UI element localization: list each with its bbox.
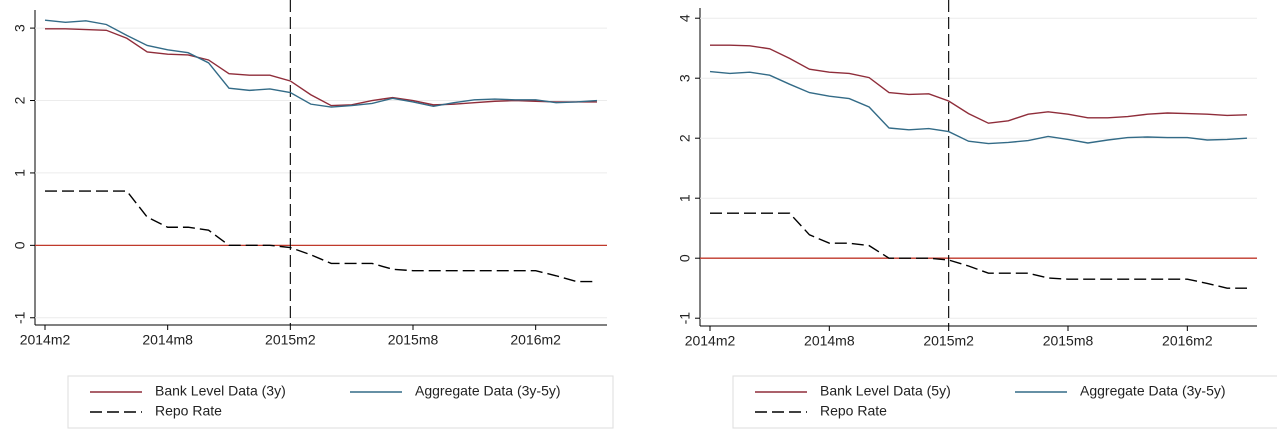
y-tick-label: 2: [677, 134, 693, 142]
series-line: [709, 70, 1248, 145]
y-tick-label: 0: [677, 254, 693, 262]
panel: -1 0 1 2 3 2014m2 2014m8 2015m2 2015m8 2016m2 Bank…: [12, 0, 614, 429]
series-line: [44, 19, 598, 108]
legend-label: Repo Rate: [820, 403, 887, 419]
legend-label: Bank Level Data (3y): [155, 383, 286, 399]
y-tick-label: 1: [677, 194, 693, 202]
x-tick-label: 2014m8: [804, 333, 855, 349]
y-tick-label: 2: [12, 96, 28, 104]
x-tick-label: 2016m2: [1162, 333, 1213, 349]
x-tick-label: 2015m2: [265, 332, 316, 348]
y-tick-label: 3: [677, 74, 693, 82]
x-tick-label: 2016m2: [510, 332, 561, 348]
legend-label: Aggregate Data (3y-5y): [415, 383, 561, 399]
y-tick-label: -1: [677, 312, 693, 325]
y-tick-label: 4: [677, 14, 693, 22]
series-line: [710, 44, 1248, 124]
x-tick-label: 2015m8: [388, 332, 439, 348]
panel: -1 0 1 2 3 4 2014m2 2014m8 2015m2 2015m8 2016m2 Ban…: [677, 0, 1277, 429]
y-tick-label: -1: [12, 311, 28, 324]
series-line: [45, 190, 597, 283]
series-line: [45, 28, 597, 107]
y-tick-label: 3: [12, 24, 28, 32]
legend-box: [732, 375, 1277, 429]
x-tick-label: 2014m2: [20, 332, 71, 348]
legend-box: [67, 375, 614, 429]
y-tick-label: 1: [12, 169, 28, 177]
legend-label: Aggregate Data (3y-5y): [1080, 383, 1226, 399]
legend-label: Bank Level Data (5y): [820, 383, 951, 399]
x-tick-label: 2014m2: [685, 333, 736, 349]
legend-label: Repo Rate: [155, 403, 222, 419]
x-tick-label: 2014m8: [142, 332, 193, 348]
y-tick-label: 0: [12, 241, 28, 249]
x-tick-label: 2015m2: [923, 333, 974, 349]
series-line: [710, 212, 1247, 289]
x-tick-label: 2015m8: [1043, 333, 1094, 349]
